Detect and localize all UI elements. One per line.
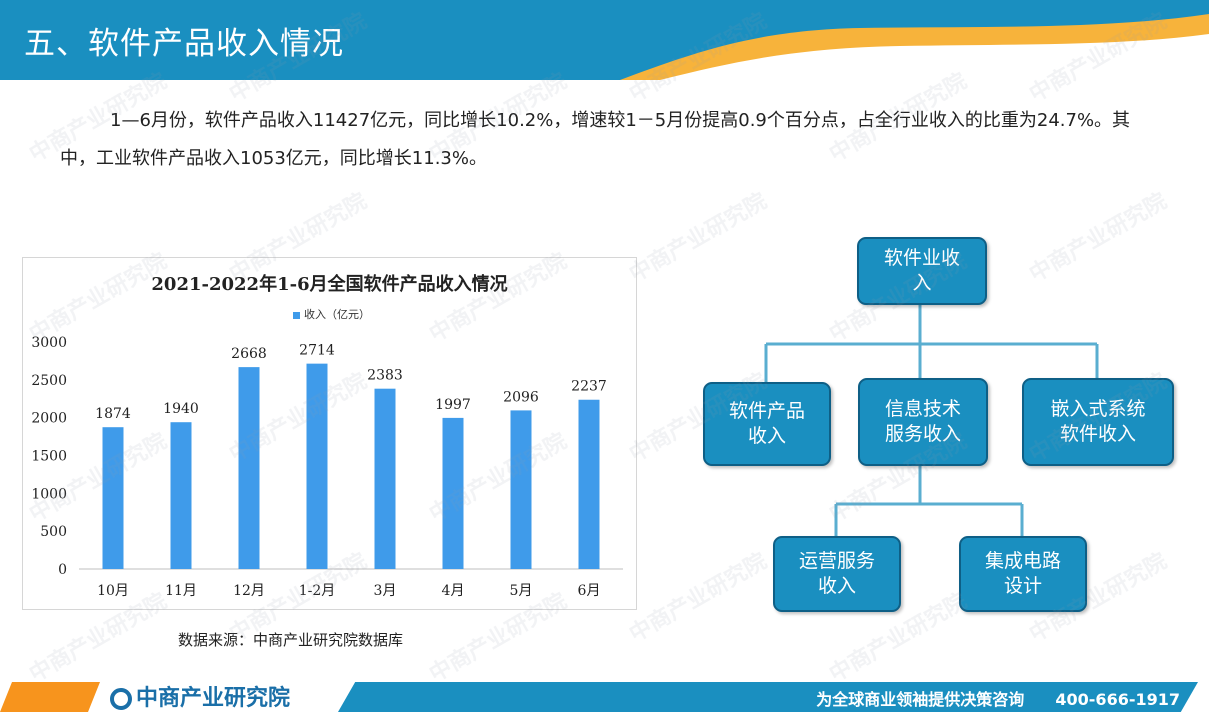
node-ic-design: 集成电路 设计 [959,536,1087,612]
x-tick-label: 10月 [97,583,129,599]
footer-phone: 400-666-1917 [1055,690,1180,709]
bar [442,417,464,569]
data-source: 数据来源：中商产业研究院数据库 [178,631,404,649]
data-label: 2383 [367,368,403,384]
y-tick-label: 1500 [31,449,67,465]
header-wave [620,14,1209,80]
y-tick-label: 1000 [31,486,67,502]
data-label: 1997 [435,397,471,413]
data-label: 1940 [163,401,199,417]
x-tick-label: 3月 [374,583,397,599]
data-label: 2096 [503,389,539,405]
bar [578,399,600,569]
chart-title: 2021-2022年1-6月全国软件产品收入情况 [151,274,508,295]
bar [238,367,260,569]
node-embedded-software: 嵌入式系统 软件收入 [1022,378,1174,466]
bar [102,427,124,569]
x-tick-label: 12月 [233,583,265,599]
logo-icon [110,688,132,710]
x-tick-label: 1-2月 [299,583,336,599]
x-tick-label: 4月 [442,583,465,599]
footer-accent [0,682,100,712]
y-tick-label: 0 [58,562,67,578]
watermark-text: 中商产业研究院 [625,188,772,288]
y-tick-label: 2500 [31,373,67,389]
bar [374,388,396,569]
y-tick-label: 3000 [31,335,67,351]
x-tick-label: 11月 [165,583,197,599]
data-label: 2668 [231,346,267,362]
watermark-text: 中商产业研究院 [1025,188,1172,288]
data-label: 1874 [95,406,131,422]
chart-container: 2021-2022年1-6月全国软件产品收入情况 收入（亿元） 0 500 1000… [22,257,637,610]
chart-legend: 收入（亿元） [293,306,370,322]
node-operation-services: 运营服务 收入 [773,536,901,612]
x-tick-label: 6月 [578,583,601,599]
bar [170,422,192,569]
footer-text: 为全球商业领袖提供决策咨询 400-666-1917 [816,686,1180,710]
watermark-text: 中商产业研究院 [625,548,772,648]
node-software-revenue: 软件业收 入 [857,237,987,305]
legend-swatch [293,311,300,319]
x-tick-label: 5月 [510,583,533,599]
node-it-services: 信息技术 服务收入 [858,378,988,466]
footer-slogan: 为全球商业领袖提供决策咨询 [816,690,1025,709]
data-label: 2237 [571,379,607,395]
legend-label: 收入（亿元） [304,308,370,321]
footer-bar: 为全球商业领袖提供决策咨询 400-666-1917 [338,682,1198,712]
data-label: 2714 [299,343,335,359]
node-software-products: 软件产品 收入 [703,382,831,466]
intro-paragraph: 1—6月份，软件产品收入11427亿元，同比增长10.2%，增速较1－5月份提高… [60,110,1131,169]
bar [306,363,328,569]
header-banner: 五、软件产品收入情况 [0,0,1209,80]
page-title: 五、软件产品收入情况 [24,26,344,62]
y-tick-label: 2000 [31,411,67,427]
bar [510,410,532,569]
bar-chart: 0 500 1000 1500 2000 2500 3000 1874 10月 1940 11月 26… [31,335,623,599]
footer-logo: 中商产业研究院 [110,680,290,712]
y-tick-label: 500 [40,524,67,540]
